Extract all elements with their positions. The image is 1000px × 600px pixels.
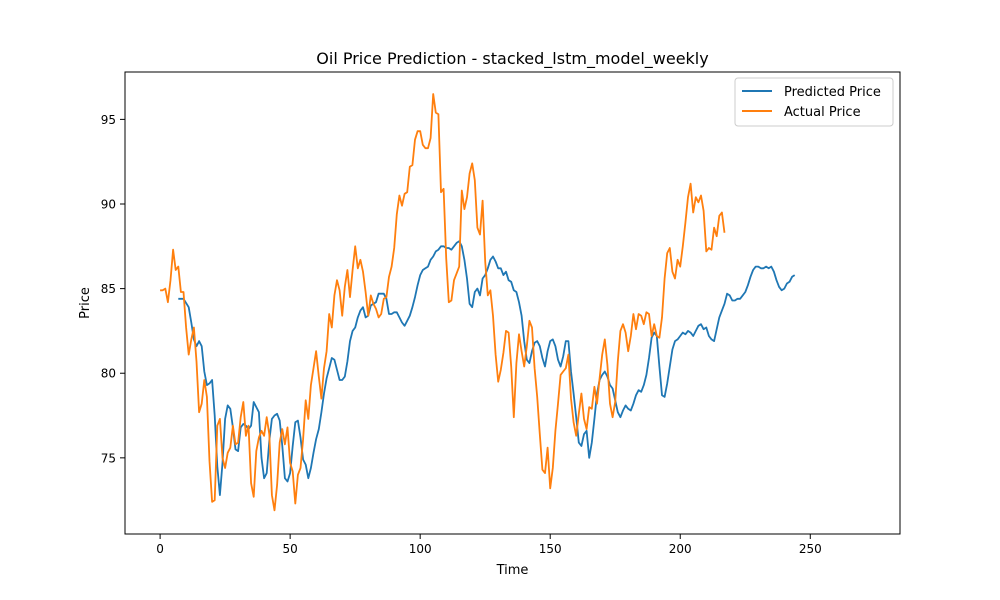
x-tick-label: 50 [283,542,298,556]
x-axis-label: Time [496,563,529,578]
x-tick-label: 250 [799,542,822,556]
legend-label-predicted: Predicted Price [784,85,881,100]
y-axis-ticks: 75 80 85 90 95 [101,113,125,465]
legend-label-actual: Actual Price [784,105,861,120]
y-tick-label: 80 [101,367,116,381]
x-tick-label: 200 [669,542,692,556]
y-tick-label: 90 [101,198,116,212]
plot-area [125,72,900,534]
y-tick-label: 95 [101,113,116,127]
series-line-actual [160,93,726,512]
y-tick-label: 85 [101,282,116,296]
y-axis-label: Price [78,287,93,319]
plot-frame [124,71,901,535]
series-layer [160,93,796,512]
legend: Predicted Price Actual Price [734,77,894,127]
chart-title: Oil Price Prediction - stacked_lstm_mode… [316,49,708,69]
x-tick-label: 100 [409,542,432,556]
y-tick-label: 75 [101,451,116,465]
x-tick-label: 0 [156,542,164,556]
x-tick-label: 150 [539,542,562,556]
x-axis-ticks: 0 50 100 150 200 250 [156,534,822,556]
series-line-predicted [178,240,796,496]
legend-box [734,77,894,127]
